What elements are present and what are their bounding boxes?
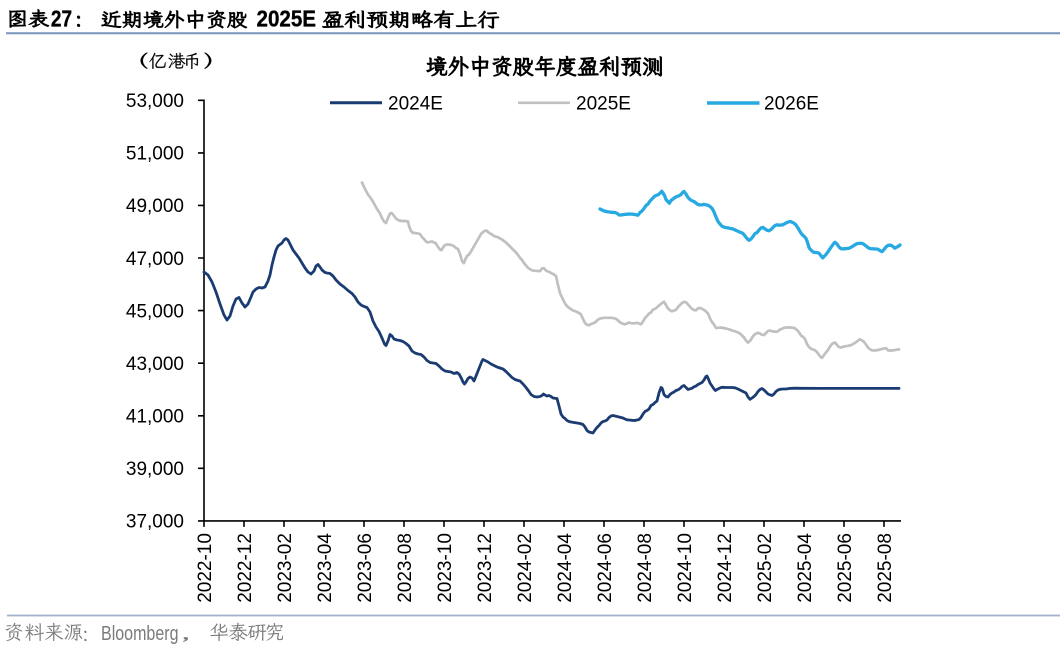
- svg-text:2022-12: 2022-12: [235, 533, 256, 603]
- svg-text:43,000: 43,000: [126, 354, 184, 375]
- svg-text:2025-08: 2025-08: [875, 533, 896, 603]
- svg-text:2024-12: 2024-12: [715, 533, 736, 603]
- svg-text:41,000: 41,000: [126, 407, 184, 428]
- svg-text:2025-06: 2025-06: [835, 533, 856, 603]
- svg-text:2025-02: 2025-02: [755, 533, 776, 603]
- svg-text:2023-04: 2023-04: [315, 533, 336, 603]
- svg-text:2026E: 2026E: [764, 94, 819, 115]
- svg-text:2023-06: 2023-06: [355, 533, 376, 603]
- svg-text:51,000: 51,000: [126, 144, 184, 165]
- svg-text:37,000: 37,000: [126, 512, 184, 533]
- svg-text:27: 27: [51, 5, 72, 31]
- svg-text:2024-10: 2024-10: [675, 533, 696, 603]
- svg-text:2023-12: 2023-12: [475, 533, 496, 603]
- svg-text:2022-10: 2022-10: [195, 533, 216, 603]
- svg-text:49,000: 49,000: [126, 196, 184, 217]
- svg-text:2023-08: 2023-08: [395, 533, 416, 603]
- svg-text:53,000: 53,000: [126, 91, 184, 112]
- svg-text:2023-10: 2023-10: [435, 533, 456, 603]
- svg-text:47,000: 47,000: [126, 249, 184, 270]
- svg-text:2025E: 2025E: [257, 5, 317, 31]
- svg-text:2024-04: 2024-04: [555, 533, 576, 603]
- svg-text:45,000: 45,000: [126, 301, 184, 322]
- svg-text:2023-02: 2023-02: [275, 533, 296, 603]
- svg-text:2024-02: 2024-02: [515, 533, 536, 603]
- svg-text:2024E: 2024E: [388, 94, 443, 115]
- svg-text:39,000: 39,000: [126, 459, 184, 480]
- svg-text:2024-06: 2024-06: [595, 533, 616, 603]
- svg-text:2025E: 2025E: [576, 94, 631, 115]
- svg-text:2024-08: 2024-08: [635, 533, 656, 603]
- svg-text:2025-04: 2025-04: [795, 533, 816, 603]
- svg-text:Bloomberg: Bloomberg: [101, 623, 179, 645]
